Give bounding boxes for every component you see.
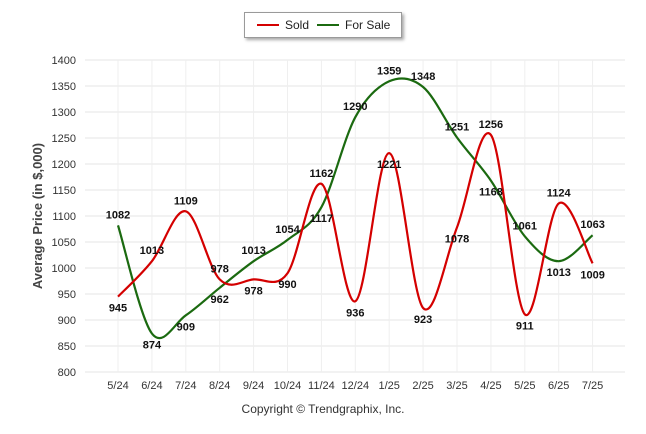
data-label-for-sale: 1013 (546, 267, 570, 279)
data-label-sold: 1162 (309, 168, 333, 180)
data-label-for-sale: 1251 (445, 121, 469, 133)
y-tick-label: 1200 (52, 159, 76, 171)
data-label-for-sale: 1082 (106, 209, 130, 221)
x-tick-label: 1/25 (378, 380, 399, 392)
y-tick-label: 1050 (52, 237, 76, 249)
data-label-sold: 911 (516, 320, 534, 332)
data-label-sold: 990 (278, 279, 296, 291)
x-tick-label: 6/25 (548, 380, 569, 392)
copyright-footer: Copyright © Trendgraphix, Inc. (241, 402, 405, 416)
data-label-sold: 1078 (445, 233, 469, 245)
y-tick-label: 1350 (52, 81, 76, 93)
data-label-for-sale: 962 (211, 294, 229, 306)
x-tick-label: 3/25 (446, 380, 467, 392)
data-label-for-sale: 1348 (411, 71, 435, 83)
data-label-sold: 1221 (377, 159, 401, 171)
x-tick-label: 11/24 (308, 380, 335, 392)
data-label-for-sale: 1117 (310, 213, 333, 225)
chart-legend: Sold For Sale (244, 12, 402, 38)
data-label-sold: 923 (414, 314, 432, 326)
x-tick-label: 5/24 (107, 380, 128, 392)
x-tick-label: 6/24 (141, 380, 162, 392)
y-tick-label: 1100 (52, 211, 76, 223)
data-label-sold: 1256 (479, 119, 503, 131)
y-axis-title: Average Price (in $,000) (30, 143, 45, 289)
y-tick-label: 1000 (52, 263, 76, 275)
data-label-for-sale: 1290 (343, 101, 367, 113)
x-tick-label: 7/24 (175, 380, 196, 392)
x-tick-label: 10/24 (274, 380, 302, 392)
data-label-for-sale: 1013 (241, 245, 265, 257)
data-label-sold: 1109 (174, 195, 198, 207)
y-tick-label: 1150 (52, 185, 76, 197)
data-label-sold: 1013 (140, 245, 164, 257)
x-tick-label: 4/25 (480, 380, 501, 392)
data-label-for-sale: 874 (143, 340, 162, 352)
data-label-for-sale: 1054 (275, 224, 300, 236)
data-label-sold: 978 (211, 263, 229, 275)
legend-item-for-sale[interactable]: For Sale (317, 18, 390, 32)
data-label-sold: 978 (244, 285, 262, 297)
data-label-sold: 1009 (580, 269, 604, 281)
x-tick-label: 12/24 (342, 380, 370, 392)
data-label-for-sale: 1168 (479, 187, 503, 199)
y-tick-label: 850 (58, 341, 76, 353)
series-line-sold (117, 132, 594, 316)
data-label-sold: 936 (346, 307, 364, 319)
legend-swatch-sold (257, 24, 279, 26)
legend-swatch-for-sale (317, 24, 339, 26)
data-label-for-sale: 1061 (513, 220, 537, 232)
data-label-for-sale: 1359 (377, 65, 401, 77)
x-tick-label: 8/24 (209, 380, 230, 392)
series-line-for-sale (116, 77, 594, 340)
y-tick-label: 800 (58, 367, 76, 379)
legend-label-for-sale: For Sale (345, 18, 391, 32)
legend-label-sold: Sold (285, 18, 310, 32)
data-label-sold: 945 (109, 303, 127, 315)
data-label-for-sale: 1063 (580, 219, 604, 231)
y-tick-label: 900 (58, 315, 76, 327)
x-tick-label: 5/25 (514, 380, 535, 392)
y-tick-label: 1250 (52, 133, 76, 145)
y-tick-label: 1300 (52, 107, 76, 119)
x-tick-label: 9/24 (243, 380, 264, 392)
legend-item-sold[interactable]: Sold (257, 18, 309, 32)
x-tick-label: 7/25 (582, 380, 603, 392)
data-label-sold: 1124 (547, 188, 572, 200)
y-tick-label: 1400 (52, 55, 76, 67)
x-tick-label: 2/25 (412, 380, 433, 392)
y-tick-label: 950 (58, 289, 76, 301)
data-label-for-sale: 909 (177, 321, 195, 333)
